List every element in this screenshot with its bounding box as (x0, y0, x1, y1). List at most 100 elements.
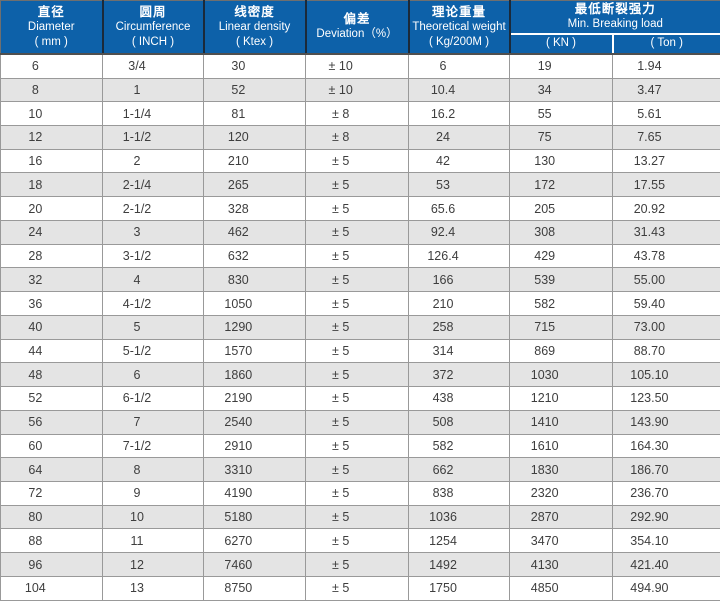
cell: 1750 (408, 575, 510, 601)
cell: ± 5 (305, 433, 409, 459)
header-linear-density: 线密度 Linear density ( Ktex ) (203, 0, 307, 55)
cell: ± 5 (305, 148, 409, 174)
cell: 17.55 (612, 172, 720, 198)
cell: 632 (203, 243, 306, 269)
header-diameter-zh: 直径 (37, 4, 65, 19)
header-breaking-load-zh: 最低断裂强力 (574, 2, 656, 17)
cell: ± 5 (305, 291, 409, 316)
cell: 12 (102, 552, 204, 577)
cell: 30 (203, 53, 306, 79)
table-row: 10 1-1/4 81 ± 8 16.2 55 5.61 (0, 101, 720, 126)
table-row: 12 1-1/2 120 ± 8 24 75 7.65 (0, 125, 720, 150)
header-breaking-load-group: 最低断裂强力 Min. Breaking load (509, 0, 720, 35)
cell: 2540 (203, 409, 306, 435)
cell: 2190 (203, 386, 306, 411)
cell: 120 (203, 125, 306, 150)
cell: 172 (509, 172, 613, 198)
header-theoretical-weight-unit: ( Kg/200M ) (428, 35, 490, 48)
cell: 462 (203, 219, 306, 245)
cell: 4190 (203, 481, 306, 506)
cell: 2-1/4 (102, 172, 204, 198)
table-header: 直径 Diameter ( mm ) 圆周 Circumference ( IN… (0, 0, 720, 55)
cell: 92.4 (408, 219, 510, 245)
cell: 9 (102, 481, 204, 506)
cell: 5-1/2 (102, 338, 204, 364)
cell: 81 (203, 101, 306, 126)
cell: 421.40 (612, 552, 720, 577)
cell: 55 (509, 101, 613, 126)
cell: 123.50 (612, 386, 720, 411)
header-diameter-unit: ( mm ) (34, 35, 68, 48)
cell: 96 (0, 552, 103, 577)
cell: 1290 (203, 314, 306, 340)
cell: 3 (102, 219, 204, 245)
cell: 88 (0, 528, 103, 554)
cell: 1860 (203, 362, 306, 388)
cell: 3310 (203, 457, 306, 483)
cell: 838 (408, 481, 510, 506)
cell: 1 (102, 77, 204, 103)
cell: 48 (0, 362, 103, 388)
cell: 10 (0, 101, 103, 126)
cell: ± 8 (305, 101, 409, 126)
header-linear-density-zh: 线密度 (234, 4, 275, 19)
cell: 2-1/2 (102, 196, 204, 221)
cell: ± 5 (305, 528, 409, 554)
cell: 80 (0, 504, 103, 530)
cell: ± 5 (305, 267, 409, 293)
table-row: 80 10 5180 ± 5 1036 2870 292.90 (0, 504, 720, 530)
cell: 494.90 (612, 575, 720, 601)
cell: 34 (509, 77, 613, 103)
cell: 73.00 (612, 314, 720, 340)
header-linear-density-unit: ( Ktex ) (235, 35, 274, 48)
cell: 236.70 (612, 481, 720, 506)
cell: 126.4 (408, 243, 510, 269)
cell: 1-1/4 (102, 101, 204, 126)
table-row: 48 6 1860 ± 5 372 1030 105.10 (0, 362, 720, 388)
header-circumference-zh: 圆周 (139, 4, 167, 19)
cell: 24 (0, 219, 103, 245)
cell: 582 (509, 291, 613, 316)
header-diameter-en: Diameter (27, 20, 75, 33)
cell: 44 (0, 338, 103, 364)
table-row: 18 2-1/4 265 ± 5 53 172 17.55 (0, 172, 720, 198)
cell: 13 (102, 575, 204, 601)
cell: 1036 (408, 504, 510, 530)
cell: 308 (509, 219, 613, 245)
header-theoretical-weight-zh: 理论重量 (431, 4, 486, 19)
cell: 4850 (509, 575, 613, 601)
cell: 2320 (509, 481, 613, 506)
cell: 539 (509, 267, 613, 293)
cell: 6 (0, 53, 103, 79)
cell: ± 5 (305, 481, 409, 506)
cell: 4130 (509, 552, 613, 577)
table-row: 56 7 2540 ± 5 508 1410 143.90 (0, 409, 720, 435)
table-row: 88 11 6270 ± 5 1254 3470 354.10 (0, 528, 720, 554)
cell: ± 5 (305, 386, 409, 411)
cell: 1830 (509, 457, 613, 483)
table-row: 8 1 52 ± 10 10.4 34 3.47 (0, 77, 720, 103)
cell: 429 (509, 243, 613, 269)
cell: 166 (408, 267, 510, 293)
cell: 265 (203, 172, 306, 198)
header-ton: ( Ton ) (612, 33, 720, 55)
cell: ± 5 (305, 338, 409, 364)
table-row: 60 7-1/2 2910 ± 5 582 1610 164.30 (0, 433, 720, 459)
cell: 60 (0, 433, 103, 459)
cell: 438 (408, 386, 510, 411)
cell: 10.4 (408, 77, 510, 103)
table-row: 32 4 830 ± 5 166 539 55.00 (0, 267, 720, 293)
cell: 2 (102, 148, 204, 174)
cell: ± 5 (305, 409, 409, 435)
header-deviation: 偏差 Deviation（%） (305, 0, 410, 55)
cell: 1050 (203, 291, 306, 316)
cell: 186.70 (612, 457, 720, 483)
header-circumference-unit: ( INCH ) (131, 35, 175, 48)
table-row: 44 5-1/2 1570 ± 5 314 869 88.70 (0, 338, 720, 364)
cell: 354.10 (612, 528, 720, 554)
header-kn-label: ( KN ) (545, 37, 577, 50)
cell: 53 (408, 172, 510, 198)
header-diameter: 直径 Diameter ( mm ) (0, 0, 104, 55)
cell: 130 (509, 148, 613, 174)
